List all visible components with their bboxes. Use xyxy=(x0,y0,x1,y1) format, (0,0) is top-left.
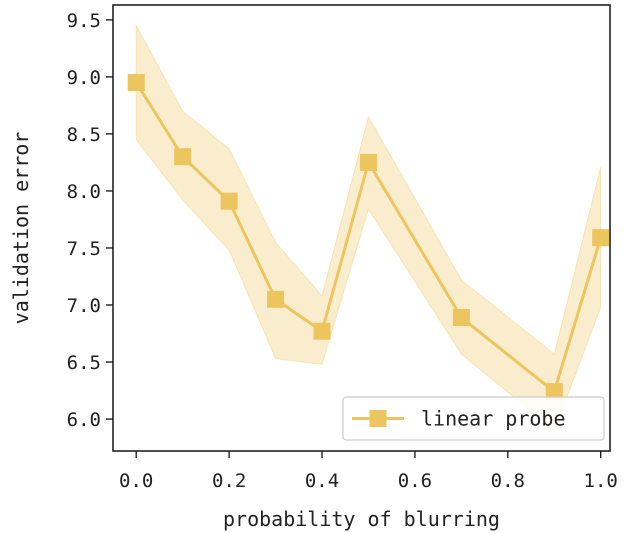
x-tick-label: 0.2 xyxy=(212,470,246,492)
data-point-marker xyxy=(452,309,470,327)
legend: linear probe xyxy=(342,396,605,441)
data-point-marker xyxy=(313,322,331,340)
y-tick-label: 7.5 xyxy=(67,238,101,260)
data-point-marker xyxy=(545,383,563,401)
data-point-marker xyxy=(127,74,145,92)
x-tick-label: 0.6 xyxy=(398,470,432,492)
x-tick-label: 0.4 xyxy=(305,470,339,492)
y-tick-label: 8.5 xyxy=(67,124,101,146)
x-axis-ticks: 0.0 0.2 0.4 0.6 0.8 1.0 xyxy=(119,451,618,492)
y-tick-label: 6.5 xyxy=(67,352,101,374)
y-tick-label: 9.5 xyxy=(67,10,101,32)
legend-box xyxy=(342,396,605,441)
confidence-band xyxy=(135,25,602,432)
data-point-marker xyxy=(267,290,285,308)
y-axis-label: validation error xyxy=(9,132,33,325)
y-tick-label: 8.0 xyxy=(67,181,101,203)
plot-frame xyxy=(112,4,611,452)
confidence-band-layer xyxy=(135,25,602,432)
y-tick-label: 7.0 xyxy=(67,295,101,317)
y-tick-label: 6.0 xyxy=(67,409,101,431)
legend-marker-sample xyxy=(369,410,387,427)
data-point-marker xyxy=(359,153,377,171)
y-tick-label: 9.0 xyxy=(67,67,101,89)
data-point-marker xyxy=(220,192,238,210)
y-axis-ticks: 6.0 6.5 7.0 7.5 8.0 8.5 9.0 9.5 xyxy=(67,10,113,431)
series-marker-layer xyxy=(127,74,610,401)
x-tick-label: 0.0 xyxy=(119,470,153,492)
x-tick-label: 0.8 xyxy=(491,470,525,492)
x-axis-label: probability of blurring xyxy=(223,507,500,531)
data-point-marker xyxy=(174,148,192,166)
legend-label-linear-probe: linear probe xyxy=(421,407,566,431)
x-tick-label: 1.0 xyxy=(584,470,618,492)
data-point-marker xyxy=(592,229,610,247)
